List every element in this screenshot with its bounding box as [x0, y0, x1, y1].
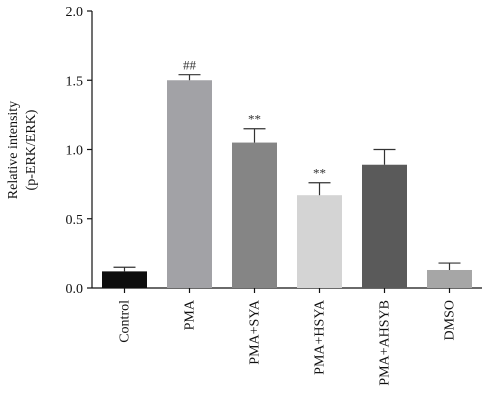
bar — [297, 195, 342, 288]
y-ticks: 0.0 0.5 1.0 1.5 2.0 — [66, 5, 92, 297]
x-category-label: PMA+AHSYB — [378, 300, 393, 386]
x-category-label: PMA+SYA — [248, 299, 263, 365]
error-bars — [113, 74, 461, 272]
y-tick-label: 1.0 — [66, 144, 84, 159]
annotations: ## ** ** — [183, 58, 326, 181]
x-labels: Control PMA PMA+SYA PMA+HSYA PMA+AHSYB DMSO — [118, 288, 458, 386]
x-category-label: PMA+HSYA — [313, 299, 328, 375]
y-axis-title-line1: Relative intensity — [6, 101, 21, 199]
bars — [102, 80, 472, 288]
significance-label: ** — [248, 112, 261, 127]
y-tick-label: 0.0 — [66, 282, 84, 297]
error-bar — [113, 266, 136, 272]
error-bar — [243, 128, 266, 143]
y-axis-title-line2: (p-ERK/ERK) — [24, 109, 39, 190]
y-axis-title: Relative intensity (p-ERK/ERK) — [6, 101, 39, 199]
bar — [232, 142, 277, 288]
axes — [91, 11, 482, 289]
y-tick-label: 2.0 — [66, 5, 84, 20]
bar — [427, 269, 472, 288]
bar — [102, 271, 147, 288]
x-category-label: PMA — [183, 299, 198, 330]
y-tick-label: 0.5 — [66, 213, 84, 228]
significance-label: ** — [313, 166, 326, 181]
x-category-label: DMSO — [443, 300, 458, 340]
significance-label: ## — [183, 58, 197, 73]
bar — [362, 164, 407, 288]
error-bar — [438, 262, 461, 270]
error-bar — [308, 182, 331, 196]
bar — [167, 80, 212, 288]
error-bar — [373, 148, 396, 165]
error-bar — [178, 74, 201, 81]
y-tick-label: 1.5 — [66, 74, 84, 89]
x-category-label: Control — [118, 300, 133, 343]
